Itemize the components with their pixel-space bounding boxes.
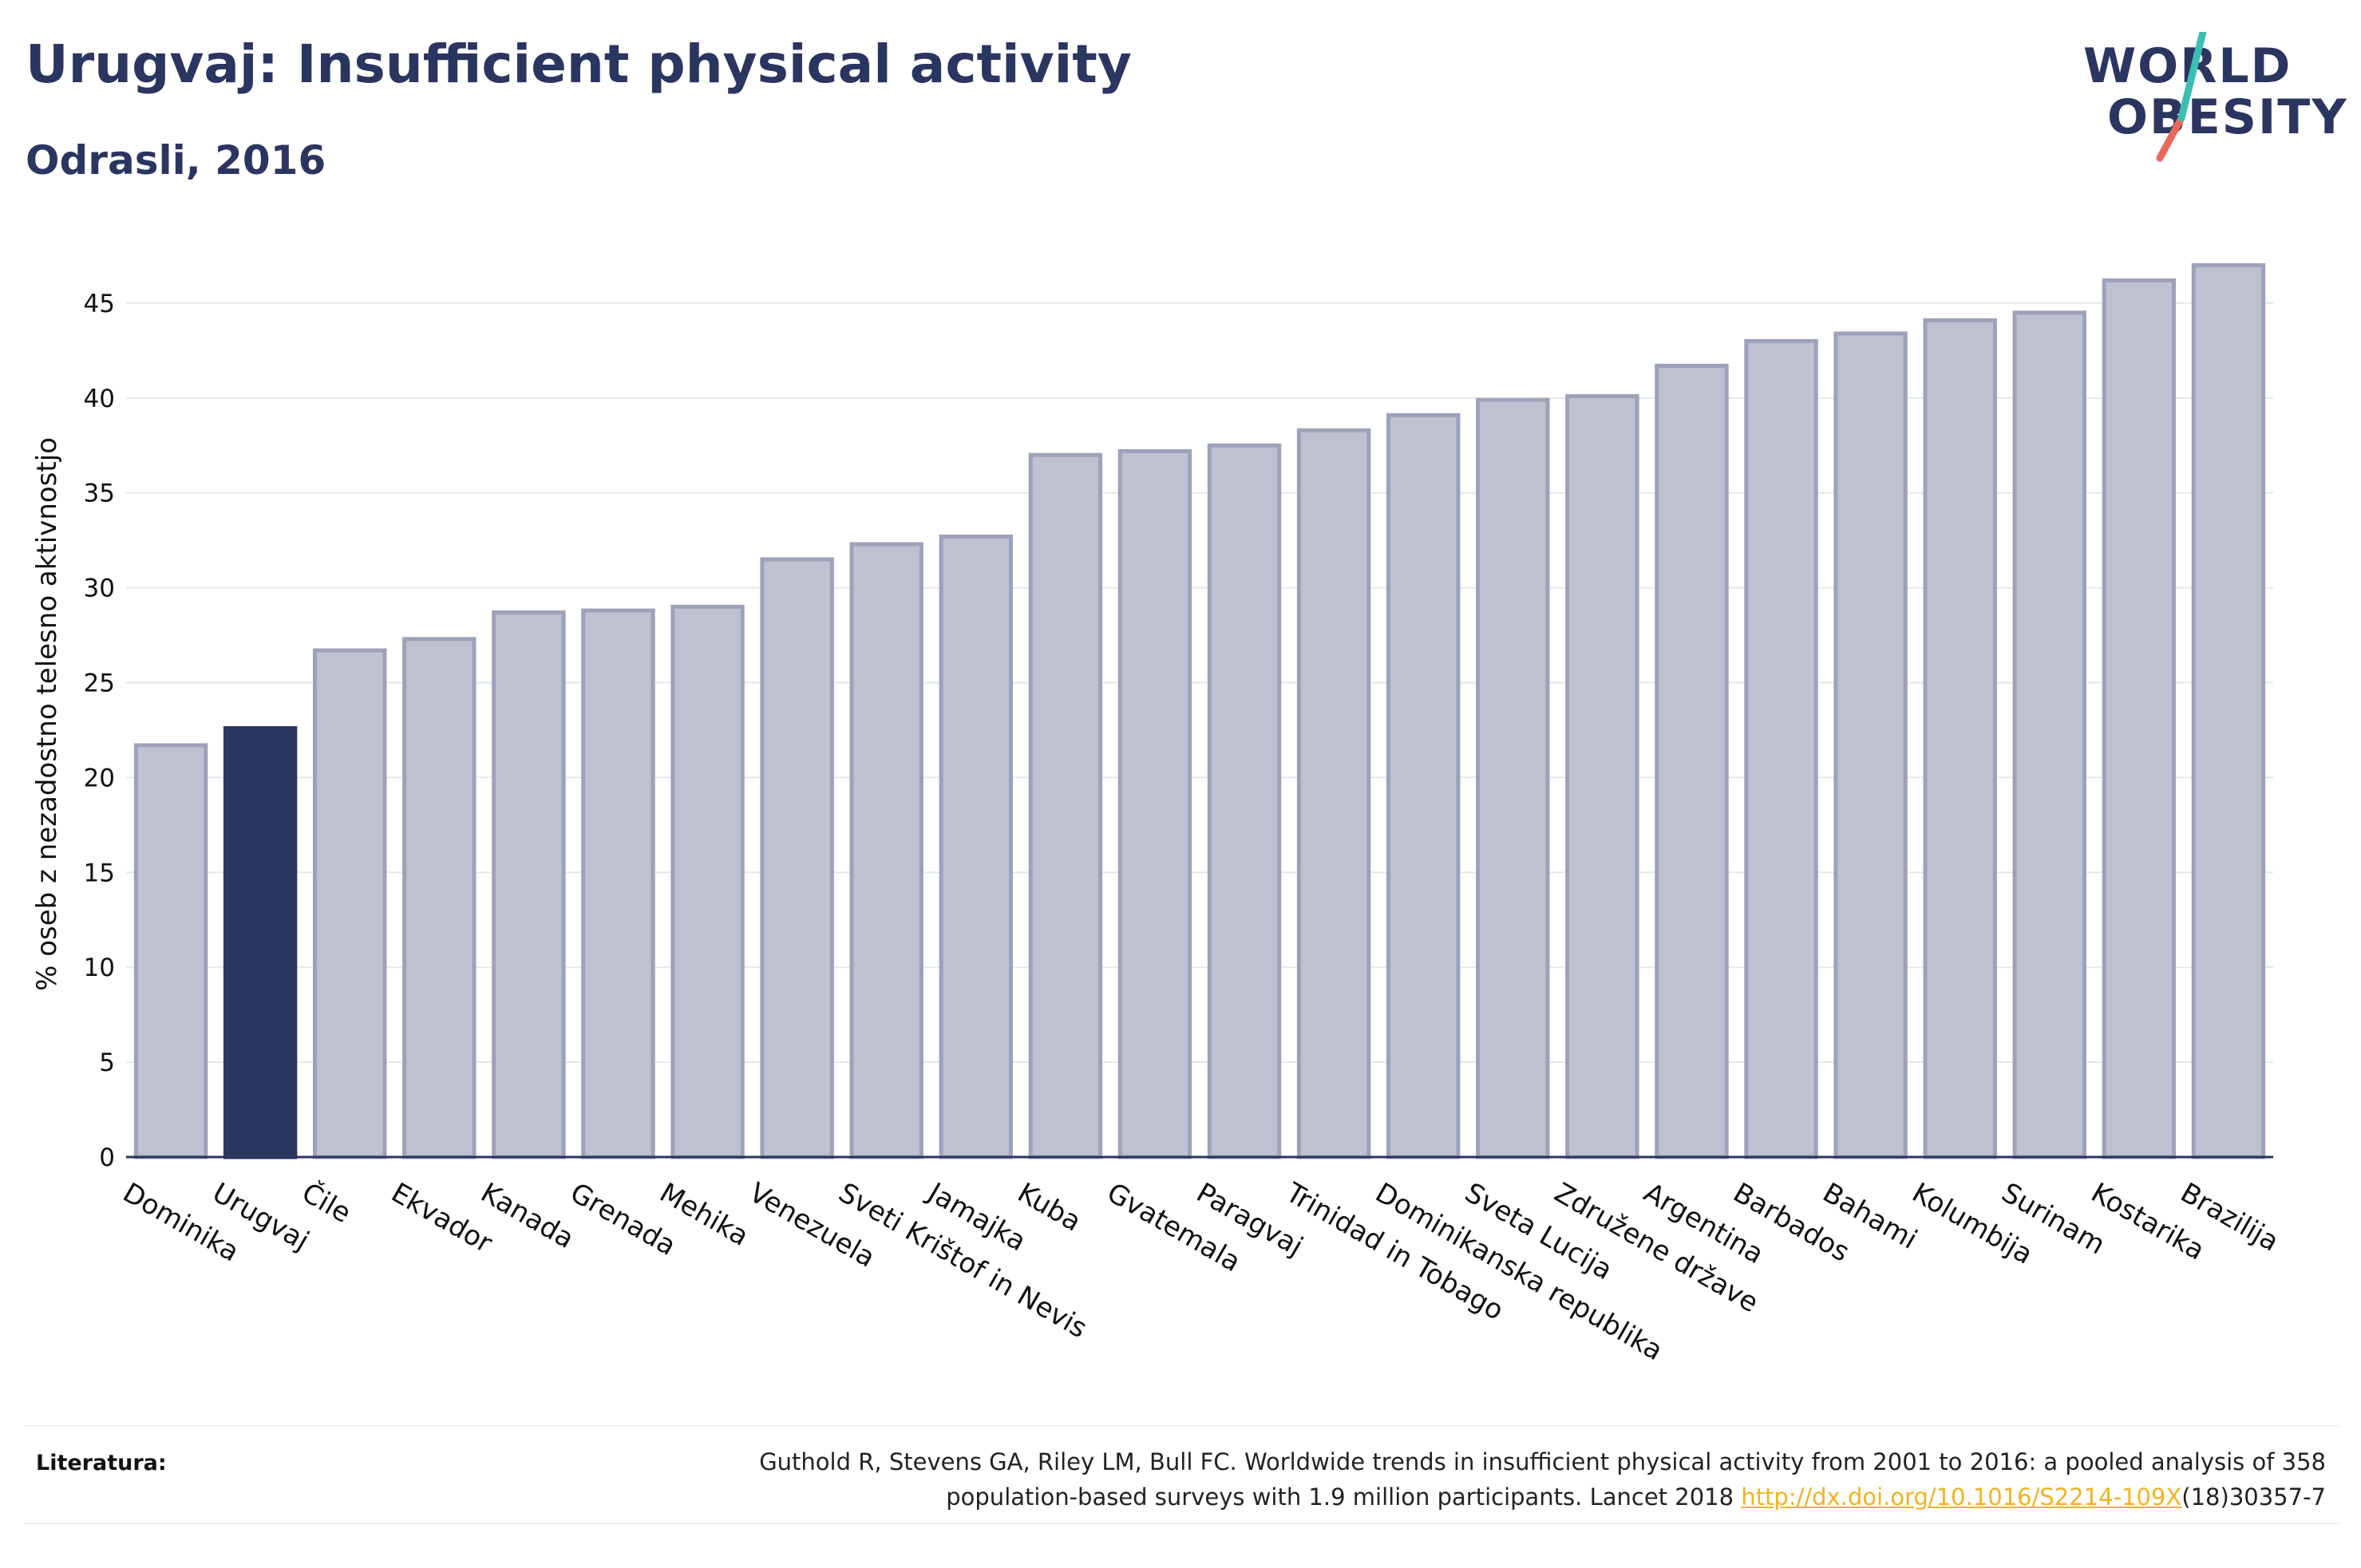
y-tick-label: 35 xyxy=(84,480,115,508)
bar-venezuela xyxy=(760,557,834,1159)
bar-mehika xyxy=(670,604,745,1159)
chart-subtitle: Odrasli, 2016 xyxy=(26,137,326,184)
bar-trinidad-in-tobago xyxy=(1296,428,1371,1159)
bar-dominikanska-republika xyxy=(1386,413,1461,1159)
footer-divider-top xyxy=(24,1425,2339,1427)
y-tick-label: 25 xyxy=(84,669,115,698)
bar-brazilija xyxy=(2191,263,2266,1159)
footer-divider-bottom xyxy=(24,1523,2339,1524)
citation-line2-post: (18)30357-7 xyxy=(2181,1483,2326,1511)
bar-barbados xyxy=(1744,338,1818,1159)
y-tick-label: 10 xyxy=(84,954,115,982)
citation-line2: population-based surveys with 1.9 millio… xyxy=(490,1479,2326,1515)
bar-sveti-krištof-in-nevis xyxy=(849,542,923,1159)
bar-jamajka xyxy=(939,534,1014,1159)
bar-paragvaj xyxy=(1207,443,1282,1159)
bar-kolumbija xyxy=(1923,318,1997,1159)
y-tick-label: 0 xyxy=(99,1143,115,1172)
logo-slash-icon xyxy=(2156,32,2207,162)
y-axis-label: % oseb z nezadostno telesno aktivnostjo xyxy=(31,437,63,991)
citation-line1: Guthold R, Stevens GA, Riley LM, Bull FC… xyxy=(759,1448,2326,1475)
bar-dominika xyxy=(133,743,208,1159)
bar-grenada xyxy=(581,608,655,1159)
bar-urugvaj xyxy=(223,726,298,1159)
x-tick-label: Ekvador xyxy=(386,1177,497,1260)
bar-sveta-lucija xyxy=(1476,397,1550,1159)
y-tick-label: 30 xyxy=(84,575,115,603)
literature-label: Literatura: xyxy=(36,1451,167,1475)
citation-doi-link[interactable]: http://dx.doi.org/10.1016/S2214-109X xyxy=(1741,1483,2182,1511)
y-axis-ticks: 0 5 10 15 20 25 30 35 40 45 xyxy=(84,290,115,1172)
x-tick-label: Čile xyxy=(296,1176,357,1230)
y-tick-label: 15 xyxy=(84,859,115,887)
bar-argentina xyxy=(1655,363,1729,1159)
bar-kostarika xyxy=(2102,278,2177,1159)
bar-bahami xyxy=(1833,331,1908,1159)
bar-surinam xyxy=(2012,310,2087,1159)
bar-čile xyxy=(312,648,387,1159)
y-tick-label: 5 xyxy=(99,1049,115,1077)
bar-kanada xyxy=(492,610,566,1159)
world-obesity-logo: WORLD OBESITY xyxy=(2083,32,2347,168)
bars xyxy=(133,263,2266,1159)
bar-ekvador xyxy=(402,637,477,1159)
y-tick-label: 45 xyxy=(84,290,115,318)
citation-line2-pre: population-based surveys with 1.9 millio… xyxy=(946,1483,1742,1511)
bar-kuba xyxy=(1028,452,1103,1159)
grid-lines xyxy=(126,302,2273,1064)
y-tick-label: 40 xyxy=(84,385,115,413)
bar-gvatemala xyxy=(1117,448,1192,1159)
bar-združene-države xyxy=(1565,393,1639,1159)
logo-line2: OBESITY xyxy=(2107,89,2348,145)
chart-title: Urugvaj: Insufficient physical activity xyxy=(26,34,1132,95)
citation: Guthold R, Stevens GA, Riley LM, Bull FC… xyxy=(490,1444,2326,1515)
y-tick-label: 20 xyxy=(84,764,115,792)
